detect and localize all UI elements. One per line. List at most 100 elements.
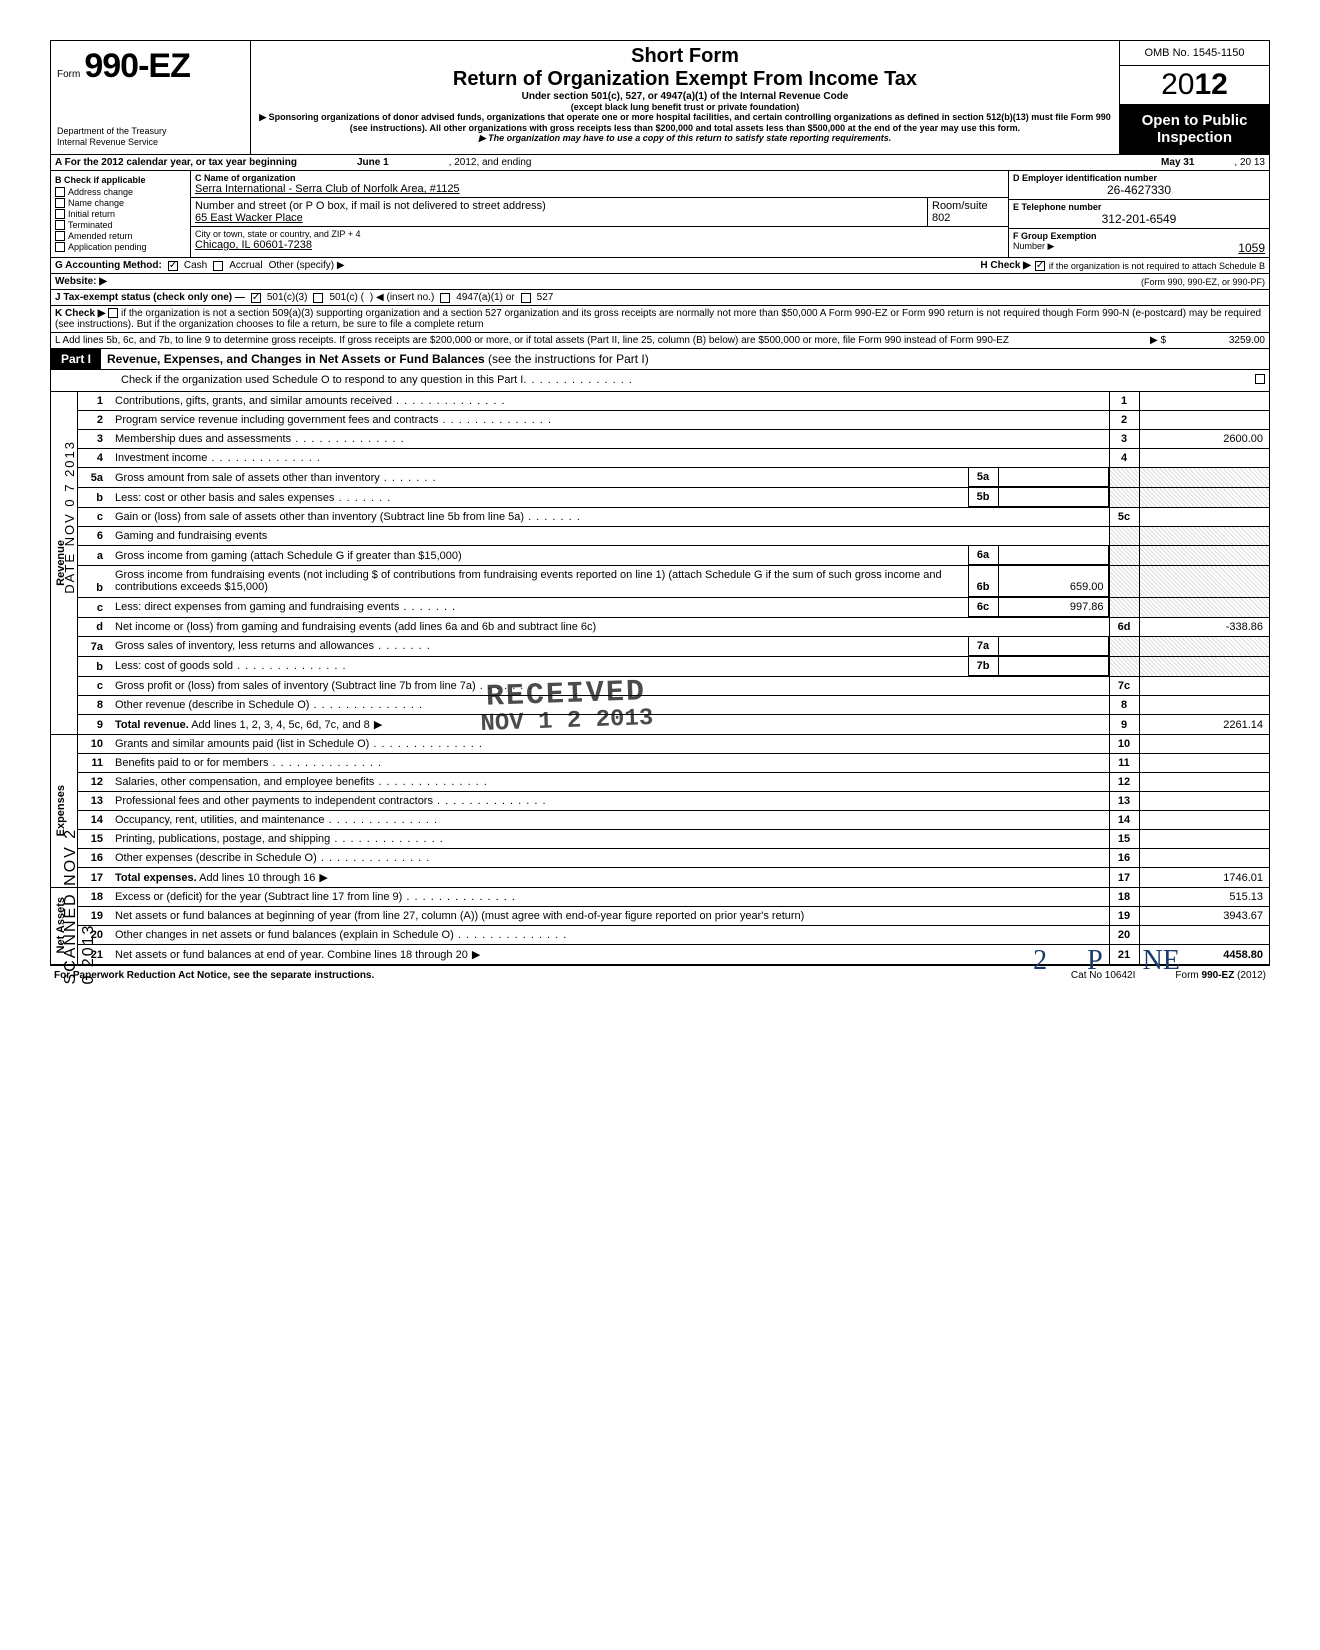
org-city: Chicago, IL 60601-7238 [195, 239, 1004, 251]
line-5c: Gain or (loss) from sale of assets other… [111, 508, 1109, 527]
chk-cash[interactable] [168, 261, 178, 271]
line-6a: Gross income from gaming (attach Schedul… [111, 546, 968, 565]
opt-other: Other (specify) ▶ [269, 260, 345, 271]
opt-527: 527 [537, 292, 554, 303]
val-6d: -338.86 [1139, 617, 1269, 636]
j-label: J Tax-exempt status (check only one) — [55, 292, 245, 303]
chk-schedule-o[interactable] [1255, 374, 1265, 384]
footer-left: For Paperwork Reduction Act Notice, see … [54, 970, 374, 981]
line-7b: Less: cost of goods sold [111, 657, 968, 676]
val-9: 2261.14 [1139, 714, 1269, 734]
val-6b: 659.00 [998, 566, 1108, 596]
box-def: D Employer identification number 26-4627… [1009, 171, 1269, 257]
part1-title-paren: (see the instructions for Part I) [488, 352, 649, 366]
tel-label: E Telephone number [1013, 202, 1265, 212]
org-street: 65 East Wacker Place [195, 212, 923, 224]
chk-k[interactable] [108, 308, 118, 318]
header-center: Short Form Return of Organization Exempt… [251, 41, 1119, 154]
k-label: K Check ▶ [55, 308, 105, 319]
chk-terminated[interactable] [55, 220, 65, 230]
footer-right: Form 990-EZ (2012) [1175, 970, 1266, 981]
chk-501c[interactable] [313, 293, 323, 303]
ein-value: 26-4627330 [1013, 183, 1265, 197]
g-label: G Accounting Method: [55, 260, 162, 271]
chk-app-pending[interactable] [55, 242, 65, 252]
row-a-tax-year: A For the 2012 calendar year, or tax yea… [51, 155, 1269, 171]
org-name: Serra International - Serra Club of Norf… [195, 183, 1004, 195]
line-4: Investment income [111, 449, 1109, 468]
line-7c: Gross profit or (loss) from sales of inv… [111, 676, 1109, 695]
box-c: C Name of organization Serra Internation… [191, 171, 1009, 257]
chk-4947[interactable] [440, 293, 450, 303]
chk-accrual[interactable] [213, 261, 223, 271]
dept-line1: Department of the Treasury [57, 126, 244, 137]
opt-amended: Amended return [68, 231, 133, 241]
hw-ne: NE [1143, 945, 1180, 977]
stamp-scanned: SCANNED NOV 2 0 2013 [62, 820, 98, 985]
chk-address-change[interactable] [55, 187, 65, 197]
chk-initial-return[interactable] [55, 209, 65, 219]
line-15: Printing, publications, postage, and shi… [111, 829, 1109, 848]
k-text: if the organization is not a section 509… [55, 308, 1261, 330]
line-7a: Gross sales of inventory, less returns a… [111, 637, 968, 656]
opt-address-change: Address change [68, 187, 133, 197]
grp-label: F Group Exemption [1013, 231, 1097, 241]
chk-amended[interactable] [55, 231, 65, 241]
row-a-begin: June 1 [357, 157, 389, 168]
form-number: 990-EZ [84, 47, 190, 86]
part1-title: Revenue, Expenses, and Changes in Net As… [101, 349, 1269, 369]
row-website: Website: ▶ (Form 990, 990-EZ, or 990-PF) [51, 274, 1269, 290]
line-3: Membership dues and assessments [111, 430, 1109, 449]
line-21: Net assets or fund balances at end of ye… [111, 944, 1109, 964]
line-5a: Gross amount from sale of assets other t… [111, 468, 968, 487]
city-label: City or town, state or country, and ZIP … [195, 229, 1004, 239]
opt-name-change: Name change [68, 198, 124, 208]
row-a-end: May 31 [1161, 157, 1194, 168]
tax-year: 2012 [1120, 66, 1269, 104]
row-a-tail: , 20 13 [1234, 157, 1265, 168]
treasury-dept: Department of the Treasury Internal Reve… [57, 126, 244, 148]
part1-header: Part I Revenue, Expenses, and Changes in… [51, 349, 1269, 370]
line-14: Occupancy, rent, utilities, and maintena… [111, 810, 1109, 829]
line-10: Grants and similar amounts paid (list in… [111, 734, 1109, 753]
val-19: 3943.67 [1139, 906, 1269, 925]
line-19: Net assets or fund balances at beginning… [111, 906, 1109, 925]
l-amt-label: ▶ $ [1150, 335, 1166, 346]
line-16: Other expenses (describe in Schedule O) [111, 848, 1109, 867]
opt-501c: 501(c) ( [329, 292, 363, 303]
box-b: B Check if applicable Address change Nam… [51, 171, 191, 257]
dots [523, 374, 633, 387]
dept-line2: Internal Revenue Service [57, 137, 244, 148]
line-2: Program service revenue including govern… [111, 411, 1109, 430]
chk-name-change[interactable] [55, 198, 65, 208]
opt-terminated: Terminated [68, 220, 113, 230]
chk-h[interactable] [1035, 261, 1045, 271]
name-label: C Name of organization [195, 173, 1004, 183]
stamp-datenov: DATE NOV 0 7 2013 [62, 440, 77, 594]
line-5b: Less: cost or other basis and sales expe… [111, 488, 968, 507]
hw-2: 2 [1033, 945, 1047, 977]
insert-no: ) ◀ (insert no.) [370, 292, 434, 303]
line-1: Contributions, gifts, grants, and simila… [111, 392, 1109, 411]
chk-527[interactable] [521, 293, 531, 303]
chk-501c3[interactable] [251, 293, 261, 303]
grp-label2: Number ▶ [1013, 241, 1054, 251]
line-8: Other revenue (describe in Schedule O) [111, 695, 1109, 714]
section-bcdef: B Check if applicable Address change Nam… [51, 171, 1269, 258]
title-return: Return of Organization Exempt From Incom… [257, 68, 1113, 91]
l-text: L Add lines 5b, 6c, and 7b, to line 9 to… [55, 335, 1009, 346]
val-17: 1746.01 [1139, 867, 1269, 887]
part1-label: Part I [51, 349, 101, 369]
val-3: 2600.00 [1139, 430, 1269, 449]
line-12: Salaries, other compensation, and employ… [111, 772, 1109, 791]
row-j-exempt-status: J Tax-exempt status (check only one) — 5… [51, 290, 1269, 306]
opt-initial-return: Initial return [68, 209, 115, 219]
website-label: Website: ▶ [55, 276, 107, 287]
line-6d: Net income or (loss) from gaming and fun… [111, 617, 1109, 636]
line-11: Benefits paid to or for members [111, 753, 1109, 772]
h-text: if the organization is not required to a… [1049, 261, 1265, 271]
form-990ez: Form 990-EZ Department of the Treasury I… [50, 40, 1270, 966]
year-suffix: 12 [1195, 68, 1228, 101]
row-k: K Check ▶ if the organization is not a s… [51, 306, 1269, 333]
h-label: H Check ▶ [980, 260, 1030, 271]
